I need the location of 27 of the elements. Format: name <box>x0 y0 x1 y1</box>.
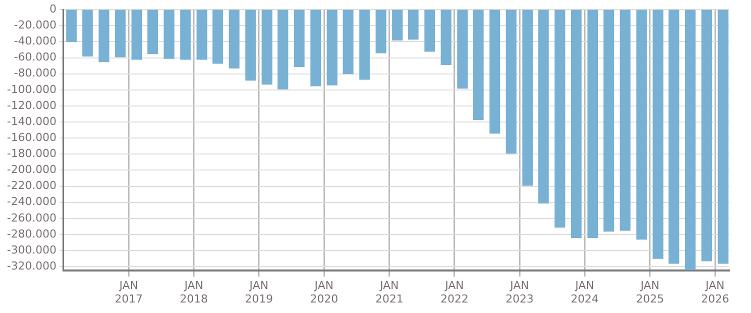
x-tick-label: JAN 2021 <box>375 279 404 306</box>
y-tick-label: -20.000 <box>14 18 56 32</box>
x-tick-label: JAN 2026 <box>701 279 730 306</box>
x-tick-label: JAN 2020 <box>310 279 338 306</box>
y-tick-label: -80.000 <box>14 66 56 80</box>
y-tick-label: -240.000 <box>6 195 56 208</box>
y-tick-label: -280.000 <box>6 227 56 240</box>
y-tick-label: -140.000 <box>6 114 56 128</box>
x-tick-label: JAN 2019 <box>244 279 273 306</box>
y-tick-label: -100.000 <box>6 82 56 96</box>
x-tick-label: JAN 2024 <box>570 279 599 306</box>
y-tick-label: -200.000 <box>6 163 56 176</box>
x-tick-label: JAN 2018 <box>180 279 208 306</box>
y-tick-label: -160.000 <box>6 130 56 144</box>
y-tick-label: -40.000 <box>14 34 56 48</box>
x-tick-label: JAN 2022 <box>440 279 468 306</box>
y-tick-label: 0 <box>49 2 56 16</box>
x-tick-label: JAN 2023 <box>506 279 534 306</box>
y-tick-label: -120.000 <box>6 98 56 112</box>
x-tick-label: JAN 2025 <box>636 279 664 306</box>
x-tick-label: JAN 2017 <box>114 279 143 306</box>
y-tick-label: -320.000 <box>6 259 56 272</box>
y-tick-label: -300.000 <box>6 243 56 256</box>
y-tick-label: -260.000 <box>6 211 56 224</box>
y-tick-label: -220.000 <box>6 179 56 192</box>
y-tick-label: -60.000 <box>14 50 56 64</box>
y-tick-label: -180.000 <box>6 147 56 160</box>
